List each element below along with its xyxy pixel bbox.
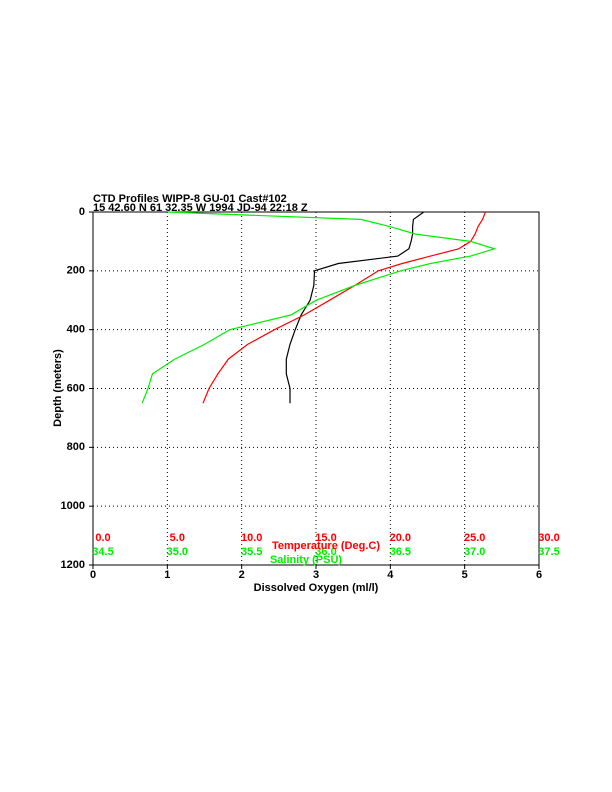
- x-tick-label: 3: [313, 569, 319, 581]
- x-tick-label: 6: [536, 569, 542, 581]
- x2-tick-label: 20.0: [390, 532, 411, 544]
- x-tick-label: 5: [462, 569, 468, 581]
- x3-tick-label: 37.5: [538, 546, 559, 558]
- y-axis-label: Depth (meters): [52, 349, 64, 427]
- x3-tick-label: 36.5: [390, 546, 411, 558]
- chart-subtitle: 15 42.60 N 61 32.35 W 1994 JD-94 22:18 Z: [93, 202, 308, 214]
- x3-tick-label: 37.0: [464, 546, 485, 558]
- x2-tick-label: 10.0: [241, 532, 262, 544]
- x2-axis-label: Temperature (Deg.C): [272, 540, 380, 552]
- x2-tick-label: 25.0: [464, 532, 485, 544]
- x2-tick-label: 5.0: [170, 532, 185, 544]
- x3-tick-label: 36.0: [315, 546, 336, 558]
- x2-tick-label: 0.0: [95, 532, 110, 544]
- x-tick-label: 0: [90, 569, 96, 581]
- y-tick-label: 1000: [61, 500, 85, 512]
- profile-line: [141, 211, 497, 404]
- y-tick-label: 1200: [61, 559, 85, 571]
- x-tick-label: 1: [164, 569, 170, 581]
- x-axis-label: Dissolved Oxygen (ml/l): [254, 582, 379, 594]
- y-tick-label: 800: [67, 441, 85, 453]
- x-tick-label: 2: [239, 569, 245, 581]
- profile-line: [202, 211, 487, 404]
- x2-tick-label: 15.0: [315, 532, 336, 544]
- y-tick-label: 200: [67, 265, 85, 277]
- y-tick-label: 0: [79, 206, 85, 218]
- x-tick-label: 4: [387, 569, 394, 581]
- x3-tick-label: 35.5: [241, 546, 262, 558]
- x3-axis-label: Salinity (PSU): [270, 554, 342, 566]
- x3-tick-label: 34.5: [92, 546, 113, 558]
- profile-line: [285, 211, 425, 404]
- y-tick-label: 400: [67, 324, 85, 336]
- x3-tick-label: 35.0: [167, 546, 188, 558]
- chart-title: CTD Profiles WIPP-8 GU-01 Cast#102: [93, 193, 287, 205]
- y-tick-label: 600: [67, 382, 85, 394]
- x2-tick-label: 30.0: [538, 532, 559, 544]
